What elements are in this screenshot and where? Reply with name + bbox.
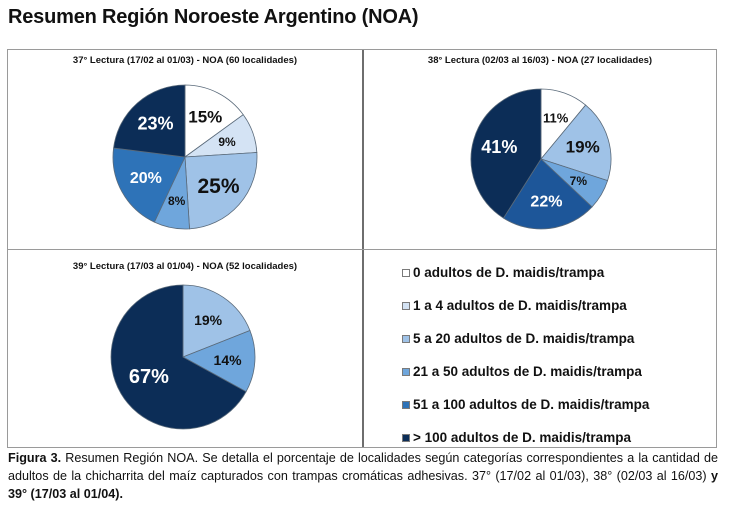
pie-data-label: 23% (137, 114, 173, 134)
legend-label-5: > 100 adultos de D. maidis/trampa (413, 430, 631, 445)
legend-swatch-0 (402, 268, 410, 277)
grid-divider-horizontal (8, 249, 716, 250)
pie-slice (184, 84, 244, 158)
pie-data-label: 20% (130, 170, 162, 187)
pie-slice (540, 104, 612, 182)
chart-panel-39: 39° Lectura (17/03 al 01/04) - NOA (52 l… (8, 250, 362, 447)
legend-swatch-4 (402, 400, 410, 409)
figure-caption: Figura 3. Resumen Región NOA. Se detalla… (8, 449, 718, 503)
legend-label-1: 1 a 4 adultos de D. maidis/trampa (413, 298, 627, 313)
pie-data-label: 22% (530, 194, 562, 211)
chart-title-38: 38° Lectura (02/03 al 16/03) - NOA (27 l… (427, 55, 653, 66)
legend-swatch-3 (402, 367, 410, 376)
pie-data-label: 11% (543, 111, 569, 126)
page-title: Resumen Región Noroeste Argentino (NOA) (8, 6, 419, 28)
chart-title-37: 37° Lectura (17/02 al 01/03) - NOA (60 l… (72, 55, 298, 66)
legend-item-1: 1 a 4 adultos de D. maidis/trampa (402, 289, 649, 322)
legend-item-4: 51 a 100 adultos de D. maidis/trampa (402, 388, 649, 421)
legend-item-2: 5 a 20 adultos de D. maidis/trampa (402, 322, 649, 355)
chart-panel-38: 38° Lectura (02/03 al 16/03) - NOA (27 l… (364, 50, 716, 248)
chart-panel-37: 37° Lectura (17/02 al 01/03) - NOA (60 l… (8, 50, 362, 248)
chart-legend: 0 adultos de D. maidis/trampa 1 a 4 adul… (402, 256, 649, 454)
pie-data-label: 19% (194, 312, 223, 328)
chart-title-39: 39° Lectura (17/03 al 01/04) - NOA (52 l… (72, 261, 298, 272)
legend-label-4: 51 a 100 adultos de D. maidis/trampa (413, 397, 650, 412)
legend-label-2: 5 a 20 adultos de D. maidis/trampa (413, 331, 635, 346)
legend-swatch-2 (402, 334, 410, 343)
figure-grid (7, 49, 717, 448)
caption-text: Resumen Región NOA. Se detalla el porcen… (8, 451, 718, 483)
pie-slice (113, 84, 186, 158)
legend-label-0: 0 adultos de D. maidis/trampa (413, 265, 605, 280)
pie-slice (184, 152, 258, 230)
pie-data-label: 67% (129, 366, 169, 388)
pie-slice (182, 329, 256, 393)
pie-slice (182, 284, 251, 358)
pie-data-label: 7% (570, 174, 588, 188)
pie-data-label: 19% (566, 137, 600, 156)
pie-data-label: 15% (188, 108, 222, 127)
pie-slice (470, 88, 542, 219)
legend-label-3: 21 a 50 adultos de D. maidis/trampa (413, 364, 642, 379)
legend-item-5: > 100 adultos de D. maidis/trampa (402, 421, 649, 454)
pie-slice (112, 147, 186, 223)
caption-label: Figura 3. (8, 451, 62, 465)
legend-swatch-1 (402, 301, 410, 310)
pie-data-label: 14% (214, 352, 243, 368)
pie-slice (502, 158, 593, 230)
legend-swatch-5 (402, 433, 410, 442)
pie-data-label: 41% (481, 137, 517, 157)
pie-data-label: 25% (197, 175, 239, 198)
pie-data-label: 9% (218, 135, 236, 149)
grid-divider-vertical (362, 50, 364, 447)
pie-slice (110, 284, 247, 430)
legend-item-3: 21 a 50 adultos de D. maidis/trampa (402, 355, 649, 388)
caption-bold-tail: y 39° (17/03 al 01/04). (8, 469, 718, 501)
legend-item-0: 0 adultos de D. maidis/trampa (402, 256, 649, 289)
pie-data-label: 8% (168, 194, 186, 208)
